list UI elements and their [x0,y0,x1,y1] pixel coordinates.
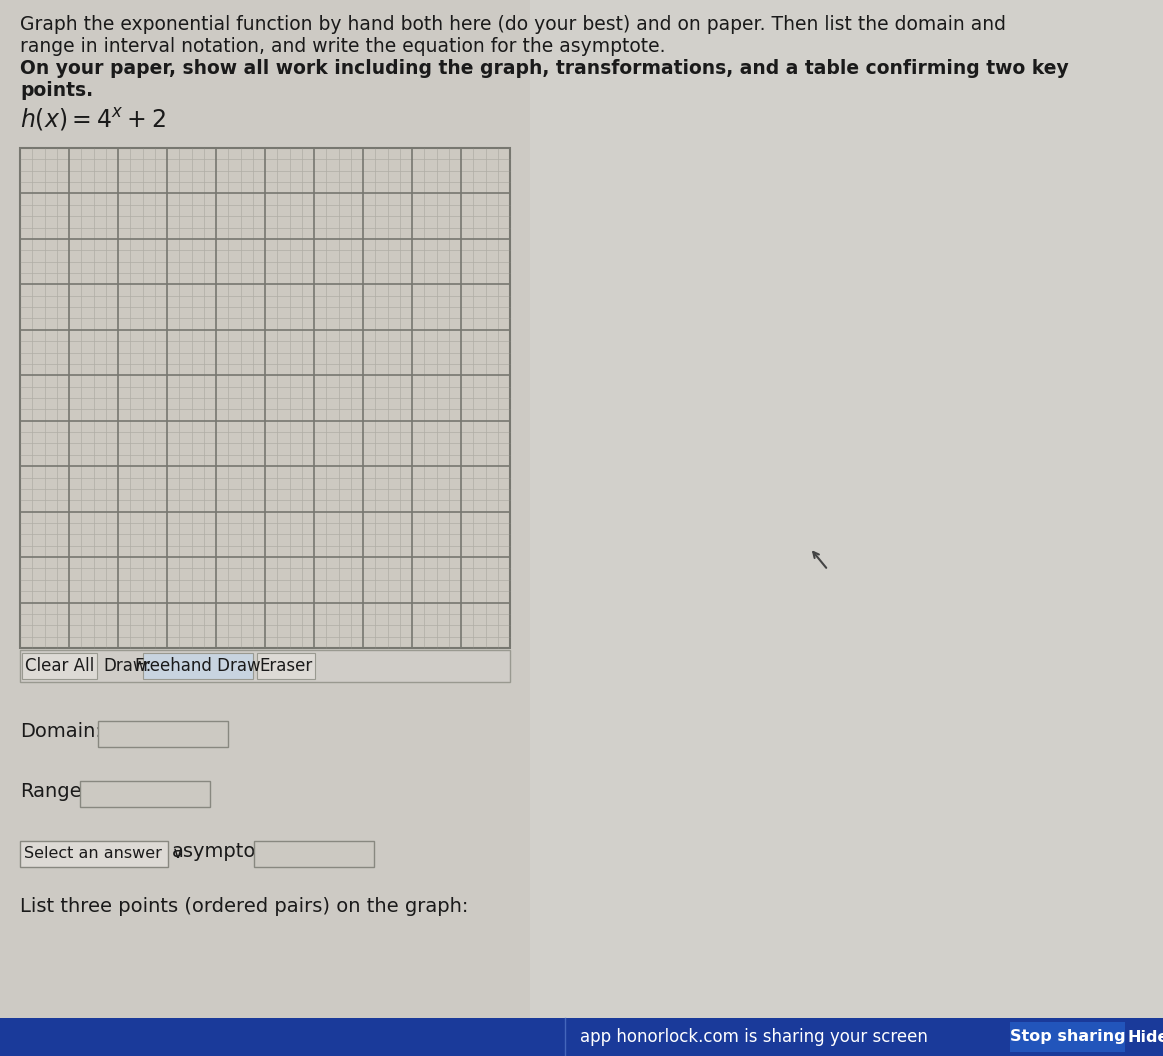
FancyBboxPatch shape [20,841,167,867]
FancyBboxPatch shape [143,653,254,679]
Text: Stop sharing: Stop sharing [1009,1030,1126,1044]
Text: Draw:: Draw: [104,657,151,675]
Text: Eraser: Eraser [259,657,313,675]
Text: asymptote:: asymptote: [172,842,283,861]
FancyBboxPatch shape [98,721,228,747]
Text: Freehand Draw: Freehand Draw [135,657,261,675]
FancyBboxPatch shape [254,841,374,867]
Text: range in interval notation, and write the equation for the asymptote.: range in interval notation, and write th… [20,37,665,56]
Text: Graph the exponential function by hand both here (do your best) and on paper. Th: Graph the exponential function by hand b… [20,15,1006,34]
FancyBboxPatch shape [22,653,97,679]
FancyBboxPatch shape [20,650,511,682]
Text: Clear All: Clear All [24,657,94,675]
Text: points.: points. [20,81,93,100]
Text: Hide: Hide [1127,1030,1163,1044]
Text: On your paper, show all work including the graph, transformations, and a table c: On your paper, show all work including t… [20,59,1069,78]
Text: Select an answer  ∨: Select an answer ∨ [24,847,184,862]
Text: Range:: Range: [20,782,88,802]
FancyBboxPatch shape [530,0,1163,1020]
FancyBboxPatch shape [0,0,1163,1020]
FancyBboxPatch shape [257,653,315,679]
FancyBboxPatch shape [80,781,211,807]
Text: List three points (ordered pairs) on the graph:: List three points (ordered pairs) on the… [20,897,469,916]
FancyBboxPatch shape [1009,1022,1125,1052]
Text: Domain:: Domain: [20,722,102,741]
FancyBboxPatch shape [20,148,511,648]
FancyBboxPatch shape [0,1018,1163,1056]
Text: app honorlock.com is sharing your screen: app honorlock.com is sharing your screen [580,1027,928,1046]
Text: $h(x) = 4^x + 2$: $h(x) = 4^x + 2$ [20,106,166,133]
